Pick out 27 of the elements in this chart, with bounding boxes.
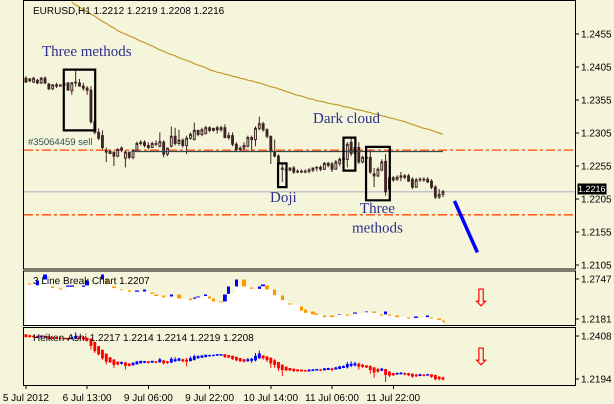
x-tick-label: 11 Jul 06:00 — [305, 393, 360, 404]
y-tick-label: 1.2194 — [581, 374, 612, 386]
x-tick-label: 5 Jul 2012 — [2, 393, 50, 404]
y-tick-label: 1.2405 — [581, 62, 612, 74]
y-tick-label: 1.2305 — [581, 128, 612, 140]
x-tick-label: 10 Jul 14:00 — [244, 393, 298, 404]
x-tick-label: 9 Jul 22:00 — [185, 393, 234, 404]
y-tick-label: 1.2355 — [581, 96, 612, 106]
y-tick-label: 1.2205 — [581, 194, 612, 206]
y-tick-label: 1.2105 — [581, 260, 612, 272]
annotation: Dark cloud — [313, 111, 381, 127]
x-tick-label: 6 Jul 13:00 — [62, 393, 112, 404]
y-tick-label: 1.2255 — [581, 162, 612, 172]
text: #35064459 sell — [28, 137, 92, 148]
annotation: Three methods — [42, 44, 132, 60]
y-tick-label: 1.2747 — [581, 274, 612, 286]
y-tick-label: 1.2408 — [581, 331, 612, 342]
annotation: Three methods — [352, 201, 403, 236]
x-tick-label: 9 Jul 06:00 — [124, 393, 174, 404]
y-tick-label: 1.2155 — [581, 227, 612, 238]
y-tick-label: 1.2181 — [581, 314, 612, 326]
y-tick-label: 1.2455 — [581, 30, 612, 40]
x-tick-label: 11 Jul 22:00 — [366, 393, 421, 404]
annotation: Doji — [270, 190, 297, 206]
annotation: ⇩ — [471, 343, 492, 371]
annotation: ⇩ — [471, 284, 492, 312]
ref-line-label: 1.2216 — [578, 184, 606, 194]
